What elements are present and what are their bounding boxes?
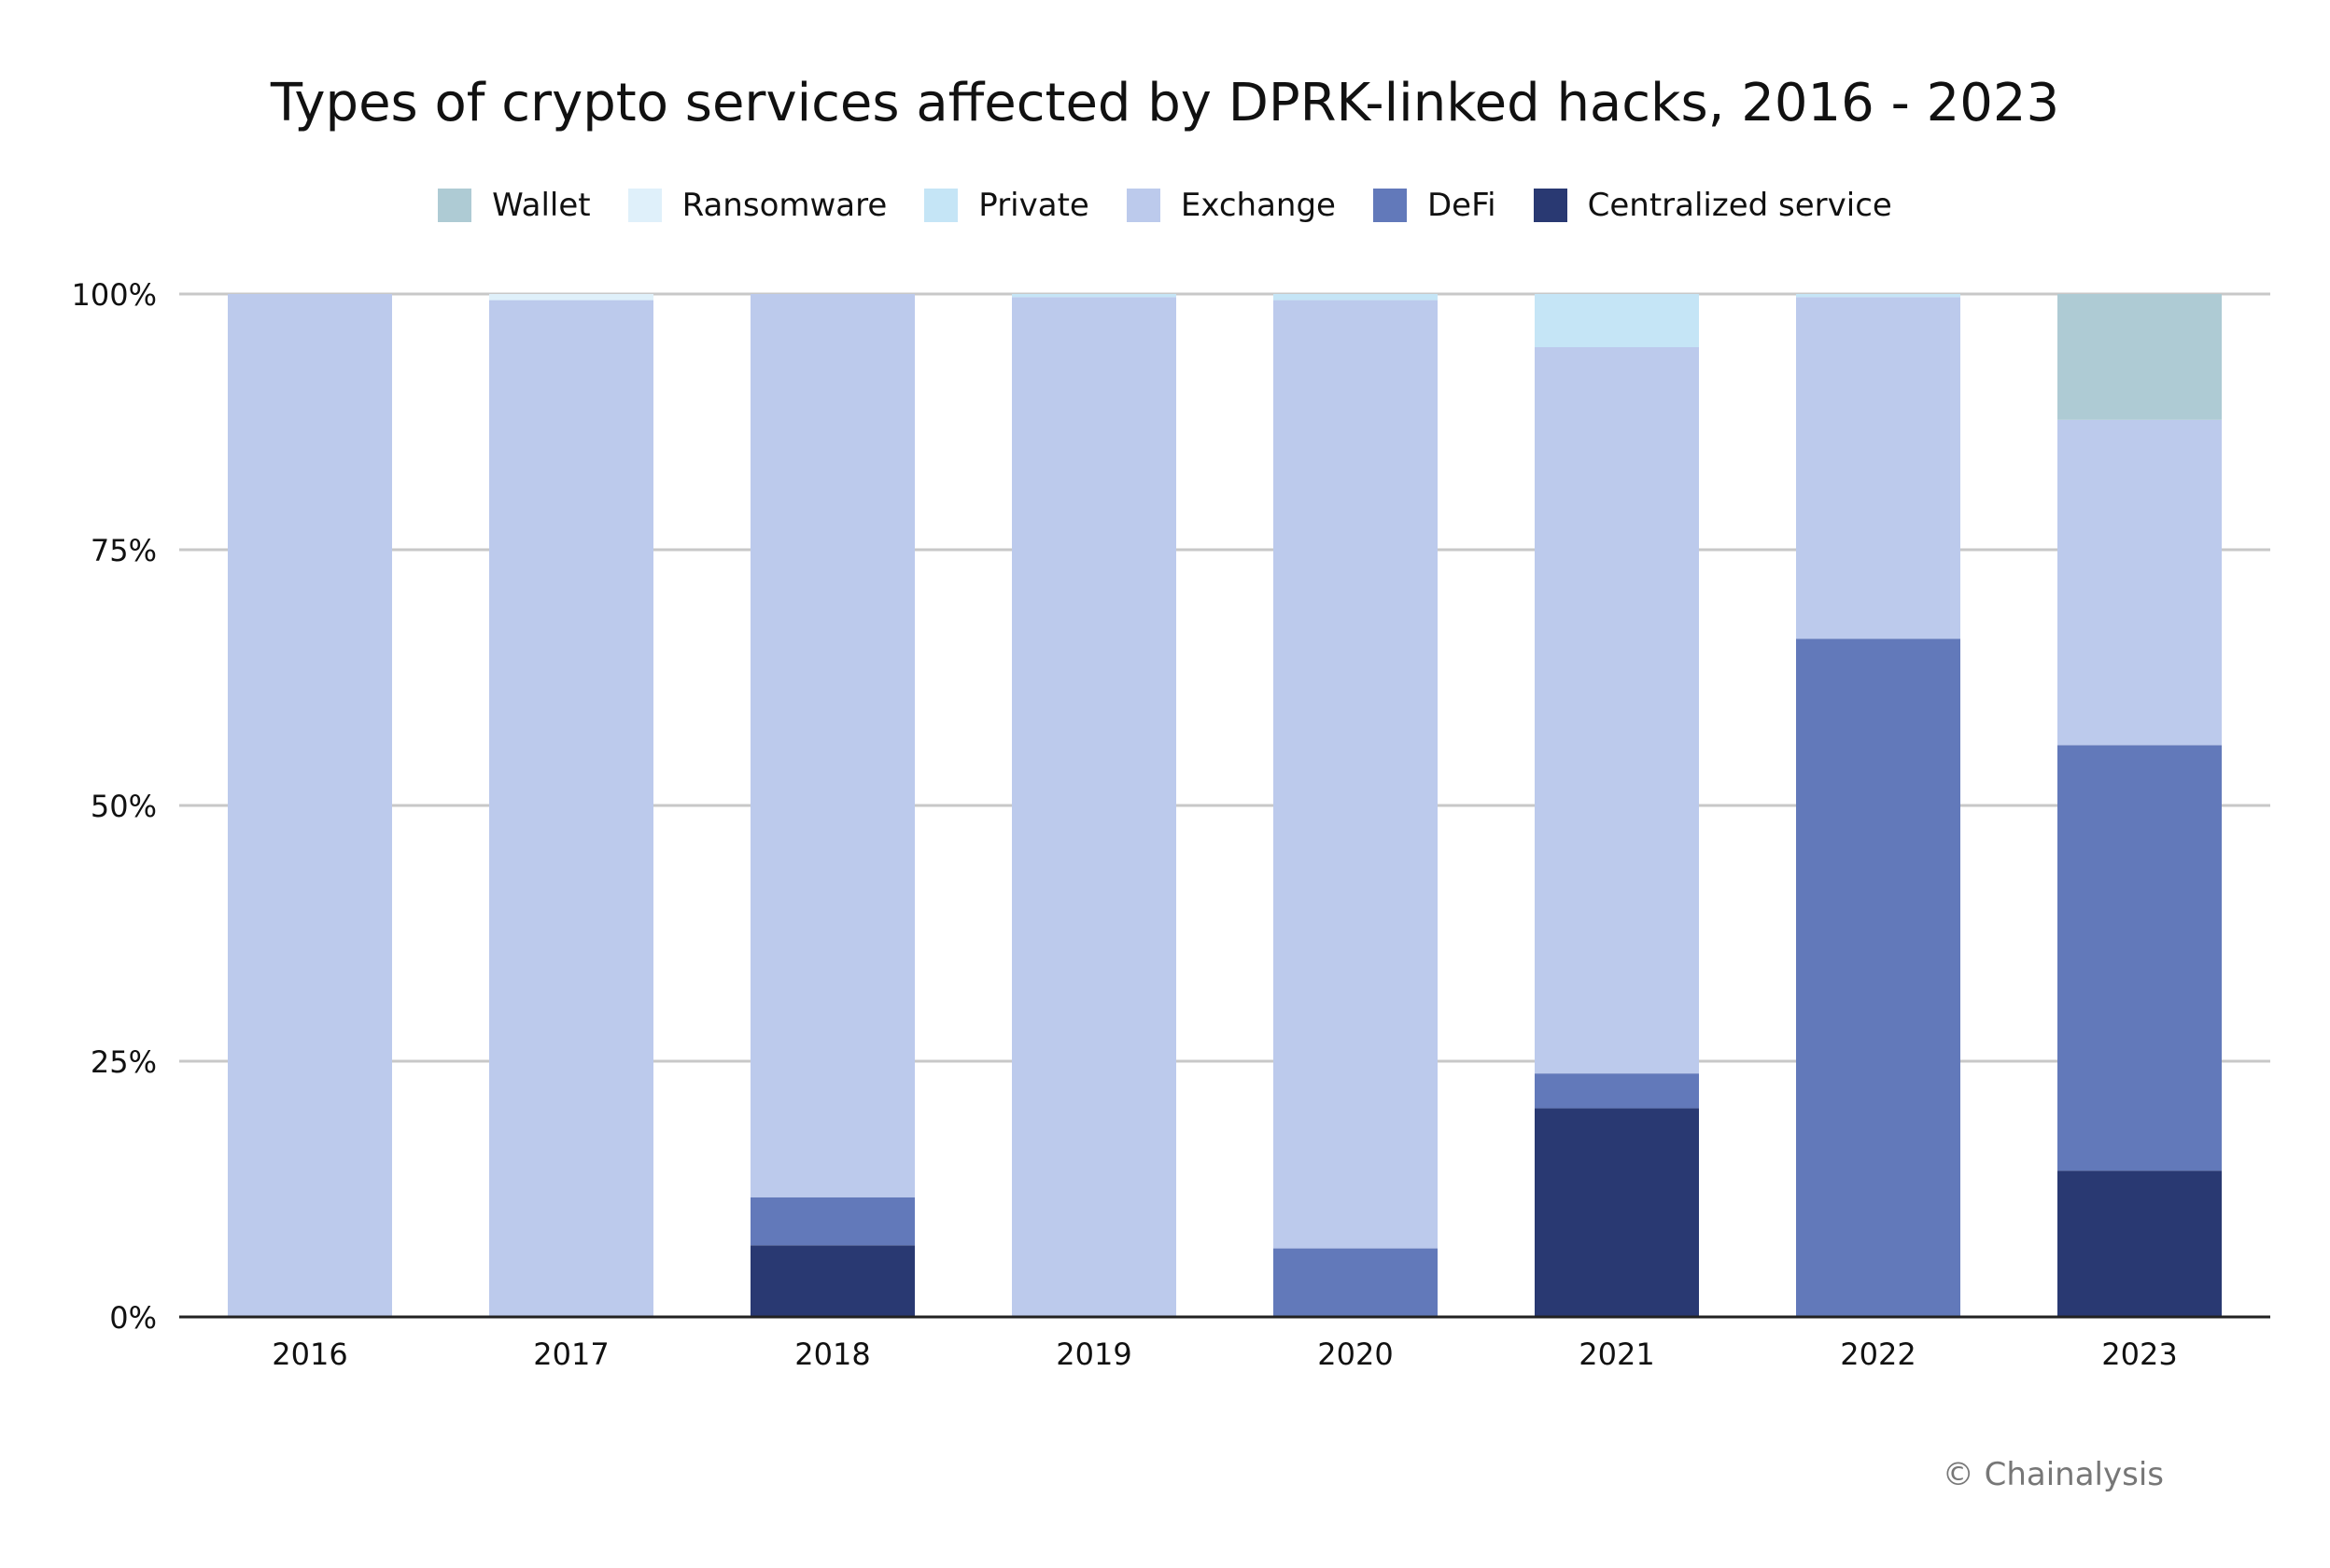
x-tick-label: 2019 xyxy=(1056,1337,1131,1372)
bar-segment-private xyxy=(1796,294,1960,298)
bar-segment-defi xyxy=(1273,1248,1438,1317)
bar-segment-exchange xyxy=(489,300,653,1318)
x-tick-label: 2017 xyxy=(533,1337,609,1372)
x-tick-label: 2020 xyxy=(1317,1337,1393,1372)
bar-segment-exchange xyxy=(2057,419,2222,746)
bar-segment-private xyxy=(1535,294,1699,347)
legend-label: Wallet xyxy=(492,187,591,224)
bar-segment-defi xyxy=(751,1197,915,1246)
bar-segment-defi xyxy=(1796,638,1960,1317)
source-credit: © Chainalysis xyxy=(1942,1456,2164,1493)
legend-swatch xyxy=(1126,189,1160,222)
bar-segment-centralized-service xyxy=(751,1245,915,1317)
legend-item: Wallet xyxy=(438,187,591,224)
legend-swatch xyxy=(924,189,959,222)
legend-item: Private xyxy=(924,187,1089,224)
y-tick-label: 100% xyxy=(72,277,157,313)
bar-segment-wallet xyxy=(2057,294,2222,420)
legend: Wallet Ransomware Private Exchange DeFi Centr… xyxy=(0,187,2330,224)
legend-item: Ransomware xyxy=(627,187,888,224)
legend-swatch xyxy=(627,189,662,222)
y-tick-label: 0% xyxy=(109,1300,157,1336)
legend-label: Centralized service xyxy=(1587,187,1892,224)
legend-item: DeFi xyxy=(1372,187,1496,224)
legend-swatch xyxy=(1372,189,1407,222)
bar-segment-defi xyxy=(2057,745,2222,1171)
x-tick-label: 2022 xyxy=(1840,1337,1916,1372)
bar-segment-exchange xyxy=(1012,297,1176,1318)
x-tick-label: 2021 xyxy=(1579,1337,1654,1372)
x-tick-label: 2018 xyxy=(794,1337,870,1372)
bar-segment-exchange xyxy=(1273,300,1438,1249)
bar-segment-exchange xyxy=(1796,297,1960,639)
bar-segment-private xyxy=(1012,294,1176,298)
x-tick-label: 2016 xyxy=(272,1337,347,1372)
legend-label: DeFi xyxy=(1426,187,1496,224)
legend-swatch xyxy=(1533,189,1567,222)
bar-segment-centralized-service xyxy=(2057,1170,2222,1317)
x-tick-label: 2023 xyxy=(2101,1337,2177,1372)
bar-segment-private xyxy=(1273,294,1438,301)
bar-segment-exchange xyxy=(1535,346,1699,1074)
y-tick-label: 50% xyxy=(91,789,157,824)
y-tick-label: 75% xyxy=(91,533,157,568)
legend-item: Centralized service xyxy=(1533,187,1892,224)
legend-item: Exchange xyxy=(1126,187,1336,224)
chart-title: Types of crypto services affected by DPR… xyxy=(270,73,2060,133)
legend-label: Private xyxy=(978,187,1089,224)
bar-segment-ransomware xyxy=(489,294,653,301)
y-tick-label: 25% xyxy=(91,1044,157,1080)
bar-segment-exchange xyxy=(228,294,392,1317)
legend-swatch xyxy=(438,189,472,222)
legend-label: Ransomware xyxy=(681,187,888,224)
bar-segment-exchange xyxy=(751,294,915,1197)
legend-label: Exchange xyxy=(1180,187,1336,224)
bar-segment-centralized-service xyxy=(1535,1108,1699,1317)
bar-segment-defi xyxy=(1535,1073,1699,1109)
